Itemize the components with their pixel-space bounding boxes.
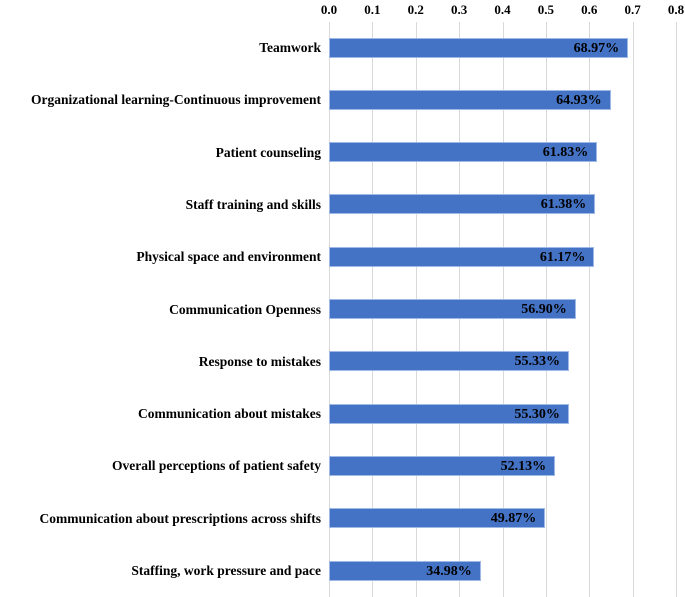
x-axis-tick-label: 0.7 — [624, 2, 641, 17]
category-label: Overall perceptions of patient safety — [112, 458, 321, 474]
gridline — [589, 22, 591, 597]
bar: 56.90% — [329, 299, 576, 319]
category-label: Communication about prescriptions across… — [39, 510, 321, 526]
x-axis-tick-label: 0.0 — [320, 2, 338, 17]
category-label: Staff training and skills — [185, 196, 321, 212]
category-label: Patient counseling — [215, 144, 321, 160]
bar: 55.33% — [329, 351, 569, 372]
bar: 68.97% — [329, 37, 629, 58]
bar-value-label: 61.38% — [540, 197, 587, 213]
x-axis-tick-label: 0.4 — [494, 2, 511, 17]
bar-value-label: 56.90% — [521, 302, 567, 317]
category-label: Staffing, work pressure and pace — [131, 563, 321, 578]
bar: 52.13% — [329, 455, 556, 476]
x-axis-tick-label: 0.3 — [451, 2, 468, 17]
bar-value-label: 34.98% — [426, 563, 472, 579]
bar: 61.17% — [329, 246, 595, 267]
bar-value-label: 55.33% — [514, 354, 560, 370]
bar: 49.87% — [329, 508, 546, 529]
bar: 61.83% — [329, 142, 598, 163]
bar-value-label: 49.87% — [490, 511, 537, 527]
bar-value-label: 55.30% — [514, 406, 560, 422]
category-label: Communication Openness — [169, 301, 321, 317]
bar: 61.38% — [329, 194, 596, 215]
bar: 64.93% — [329, 89, 611, 110]
x-axis-tick-label: 0.8 — [667, 2, 685, 17]
x-axis-tick-label: 0.1 — [364, 2, 381, 17]
x-axis-tick-label: 0.6 — [581, 2, 598, 17]
bar-value-label: 68.97% — [573, 40, 620, 56]
category-label: Communication about mistakes — [137, 406, 321, 422]
gridline — [676, 22, 677, 597]
bar: 55.30% — [329, 403, 569, 424]
bar-value-label: 61.17% — [539, 249, 586, 265]
gridline — [632, 22, 634, 597]
category-label: Response to mistakes — [198, 353, 321, 369]
x-axis-tick-label: 0.5 — [537, 2, 554, 17]
bar-value-label: 52.13% — [500, 458, 547, 474]
category-label: Teamwork — [259, 40, 321, 55]
category-label: Physical space and environment — [136, 249, 321, 265]
bar-value-label: 64.93% — [556, 92, 602, 108]
x-axis-tick-label: 0.2 — [407, 2, 424, 17]
category-label: Organizational learning-Continuous impro… — [30, 92, 321, 108]
bar: 34.98% — [329, 560, 481, 581]
bar-value-label: 61.83% — [542, 145, 589, 161]
